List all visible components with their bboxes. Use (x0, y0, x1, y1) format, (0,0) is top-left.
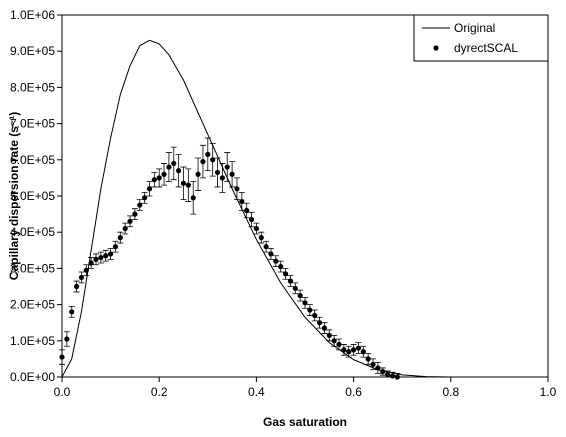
point (234, 186, 240, 192)
point (83, 267, 89, 273)
x-tick-label: 1.0 (540, 385, 557, 399)
point (394, 374, 400, 380)
point (93, 256, 99, 262)
point (151, 177, 157, 183)
point (351, 347, 357, 353)
point (278, 263, 284, 270)
point (263, 244, 269, 250)
point (195, 171, 201, 177)
point (180, 180, 187, 186)
point (229, 171, 235, 177)
point (273, 258, 279, 264)
point (171, 160, 177, 167)
legend-point (433, 45, 439, 51)
point (214, 169, 221, 176)
point (312, 312, 318, 319)
point (360, 349, 366, 355)
point (73, 283, 80, 290)
point (341, 347, 347, 353)
point (69, 309, 75, 315)
point (137, 202, 143, 208)
point (122, 225, 128, 232)
point (380, 368, 386, 375)
point (59, 354, 65, 360)
point (389, 373, 396, 379)
point (200, 159, 206, 165)
point (365, 356, 371, 362)
line (61, 39, 451, 378)
y-tick-label: 0.0E+00 (10, 370, 55, 384)
point (142, 195, 148, 201)
point (112, 244, 119, 250)
point (161, 171, 167, 177)
point (321, 325, 328, 331)
point (336, 341, 342, 348)
point (375, 365, 381, 371)
point (190, 195, 196, 201)
point (248, 216, 255, 223)
point (282, 271, 289, 277)
point (385, 371, 391, 378)
point (78, 274, 85, 281)
point (297, 292, 303, 299)
point (156, 175, 162, 181)
y-tick-label: 5.0E+05 (10, 189, 55, 203)
point (307, 307, 313, 313)
point (103, 253, 109, 259)
y-tick-label: 6.0E+05 (10, 153, 55, 167)
plot-frame (61, 14, 549, 378)
x-tick-label: 0.2 (151, 385, 168, 399)
point (185, 182, 191, 188)
point (292, 285, 298, 291)
x-tick-label: 0.0 (54, 385, 71, 399)
point (166, 164, 172, 170)
x-tick-label: 0.8 (442, 385, 459, 399)
y-tick-label: 3.0E+05 (10, 261, 55, 275)
point (302, 300, 308, 306)
point (224, 164, 230, 170)
x-tick-label: 0.6 (345, 385, 362, 399)
point (253, 225, 259, 232)
point (98, 254, 104, 261)
point (146, 186, 153, 192)
point (127, 218, 133, 224)
y-tick-label: 7.0E+05 (10, 117, 55, 131)
x-tick-label: 0.4 (248, 385, 265, 399)
point (258, 235, 264, 241)
y-tick-label: 2.0E+05 (10, 298, 55, 312)
point (370, 361, 376, 367)
point (239, 198, 245, 205)
y-tick-label: 1.0E+05 (10, 334, 55, 348)
legend-label: dyrectSCAL (454, 41, 518, 55)
x-axis-title: Gas saturation (263, 415, 347, 429)
point (326, 332, 332, 338)
point (331, 338, 337, 344)
point (355, 345, 362, 351)
point (108, 251, 114, 257)
point (346, 349, 352, 355)
point (117, 235, 123, 241)
point (244, 207, 250, 214)
point (88, 260, 94, 266)
y-axis-title: Capillary dispersion rate (s⁻¹) (7, 112, 21, 280)
point (219, 175, 225, 181)
point (268, 251, 274, 257)
y-tick-label: 9.0E+05 (10, 44, 55, 58)
y-tick-label: 4.0E+05 (10, 225, 55, 239)
point (316, 320, 323, 326)
point (287, 278, 294, 284)
legend-box (413, 14, 549, 62)
point (64, 336, 70, 342)
point (205, 151, 211, 157)
legend-label: Original (454, 21, 495, 35)
point (210, 157, 216, 163)
y-tick-label: 1.0E+06 (10, 8, 55, 22)
point (176, 168, 182, 174)
point (132, 211, 138, 217)
y-tick-label: 8.0E+05 (10, 80, 55, 94)
